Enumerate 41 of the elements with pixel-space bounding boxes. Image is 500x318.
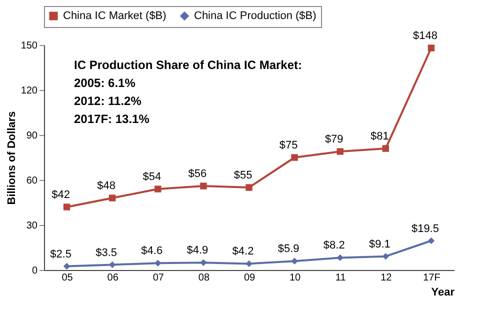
y-tick-label: 0 bbox=[32, 266, 38, 276]
x-tick-label: 17F bbox=[423, 272, 440, 284]
x-tick-label: 08 bbox=[198, 272, 210, 284]
y-tick-label: 120 bbox=[20, 86, 38, 96]
data-label: $19.5 bbox=[411, 222, 439, 235]
x-tick-label: 06 bbox=[107, 272, 119, 284]
data-label: $4.9 bbox=[186, 244, 208, 257]
data-label: $148 bbox=[412, 30, 438, 42]
x-tick-label: 09 bbox=[244, 272, 256, 284]
data-label: $9.1 bbox=[368, 238, 390, 250]
data-label: $2.5 bbox=[50, 248, 72, 260]
annotation: 2017F: 13.1% bbox=[74, 112, 150, 126]
y-tick-label: 60 bbox=[26, 176, 38, 186]
data-label: $8.2 bbox=[323, 240, 345, 252]
x-tick-label: 11 bbox=[335, 272, 346, 284]
y-tick-label: 150 bbox=[20, 40, 38, 52]
y-axis-title: Billions of Dollars bbox=[6, 111, 18, 205]
x-tick-label: 07 bbox=[152, 272, 164, 284]
data-label: $5.9 bbox=[278, 243, 300, 256]
data-label: $75 bbox=[279, 140, 298, 152]
data-label: $81 bbox=[370, 130, 389, 142]
data-label: $42 bbox=[52, 189, 70, 201]
x-tick-label: 12 bbox=[380, 272, 392, 284]
legend-label: China IC Production ($B) bbox=[194, 10, 316, 22]
annotation: IC Production Share of China IC Market: bbox=[74, 58, 302, 72]
data-label: $3.5 bbox=[96, 246, 118, 259]
y-tick-label: 90 bbox=[26, 130, 38, 142]
x-tick-label: 10 bbox=[289, 272, 302, 284]
data-label: $55 bbox=[234, 170, 252, 182]
annotation: 2012: 11.2% bbox=[74, 94, 142, 108]
y-tick-label: 30 bbox=[26, 220, 38, 232]
data-label: $4.2 bbox=[232, 246, 254, 258]
legend-label: China IC Market ($B) bbox=[63, 10, 166, 22]
annotation: 2005: 6.1% bbox=[74, 76, 136, 90]
data-label: $79 bbox=[324, 134, 344, 146]
data-label: $54 bbox=[142, 171, 162, 183]
data-label: $48 bbox=[97, 180, 116, 192]
data-label: $4.6 bbox=[141, 245, 163, 258]
x-tick-label: 05 bbox=[62, 272, 74, 284]
data-label: $56 bbox=[188, 168, 207, 180]
x-axis-title: Year bbox=[431, 286, 456, 298]
